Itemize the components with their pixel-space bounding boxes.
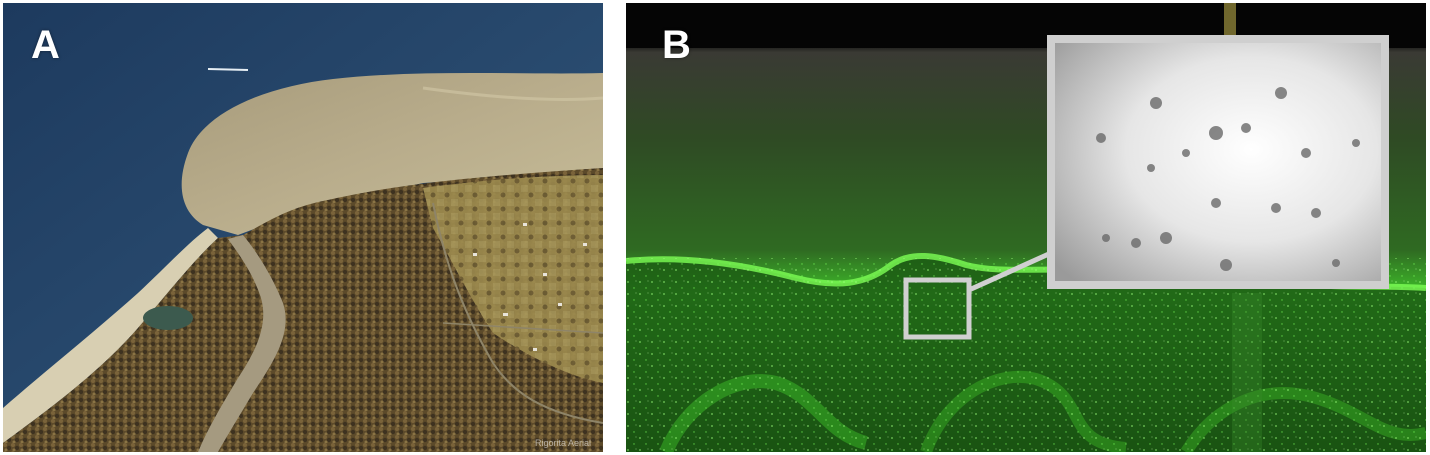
fluorescent-tank-image bbox=[626, 3, 1426, 452]
river-delta-aerial-image bbox=[3, 3, 603, 452]
tank-experiment-panel: B bbox=[626, 3, 1426, 452]
photo-credit-watermark: Rigorita Aerial bbox=[534, 438, 591, 448]
panel-label-a: A bbox=[31, 23, 60, 67]
panel-label-b: B bbox=[662, 23, 691, 67]
aerial-photo-panel: A Rigorita Aerial bbox=[3, 3, 603, 452]
